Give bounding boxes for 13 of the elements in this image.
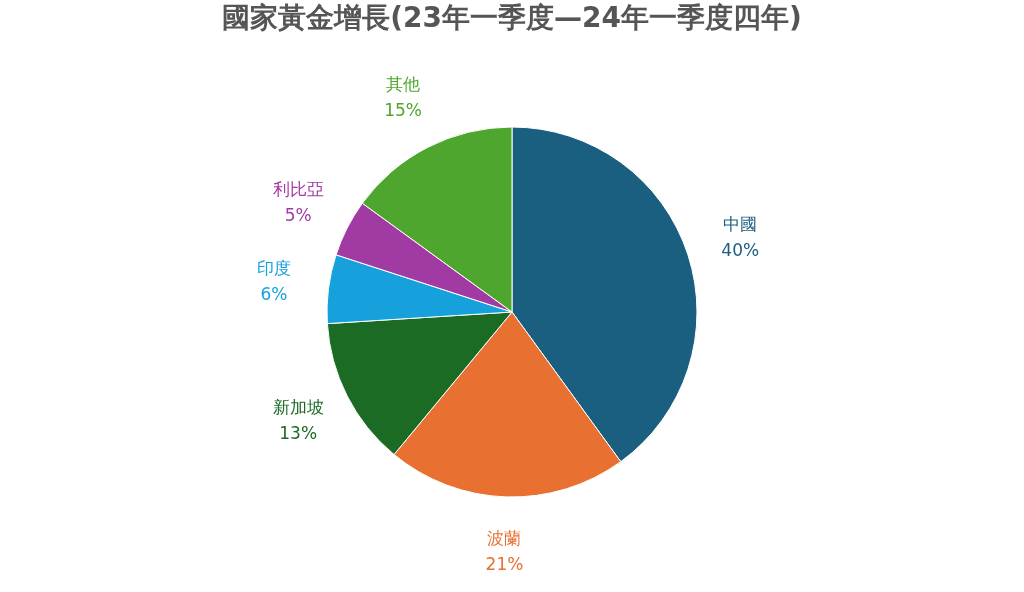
slice-label: 印度: [256, 257, 291, 278]
data-label: 13%: [279, 422, 318, 443]
data-label: 15%: [384, 100, 422, 121]
data-label: 40%: [721, 239, 760, 260]
data-label: 21%: [485, 553, 524, 574]
slice-label: 其他: [386, 74, 421, 95]
slice-label: 中國: [723, 213, 758, 234]
chart-title: 國家黃金增長(23年一季度—24年一季度四年): [222, 1, 802, 34]
data-label: 6%: [260, 283, 288, 304]
data-label: 5%: [284, 205, 312, 226]
slice-label: 利比亞: [272, 179, 324, 200]
slice-label: 新加坡: [272, 396, 324, 417]
slice-label: 波蘭: [487, 527, 522, 548]
